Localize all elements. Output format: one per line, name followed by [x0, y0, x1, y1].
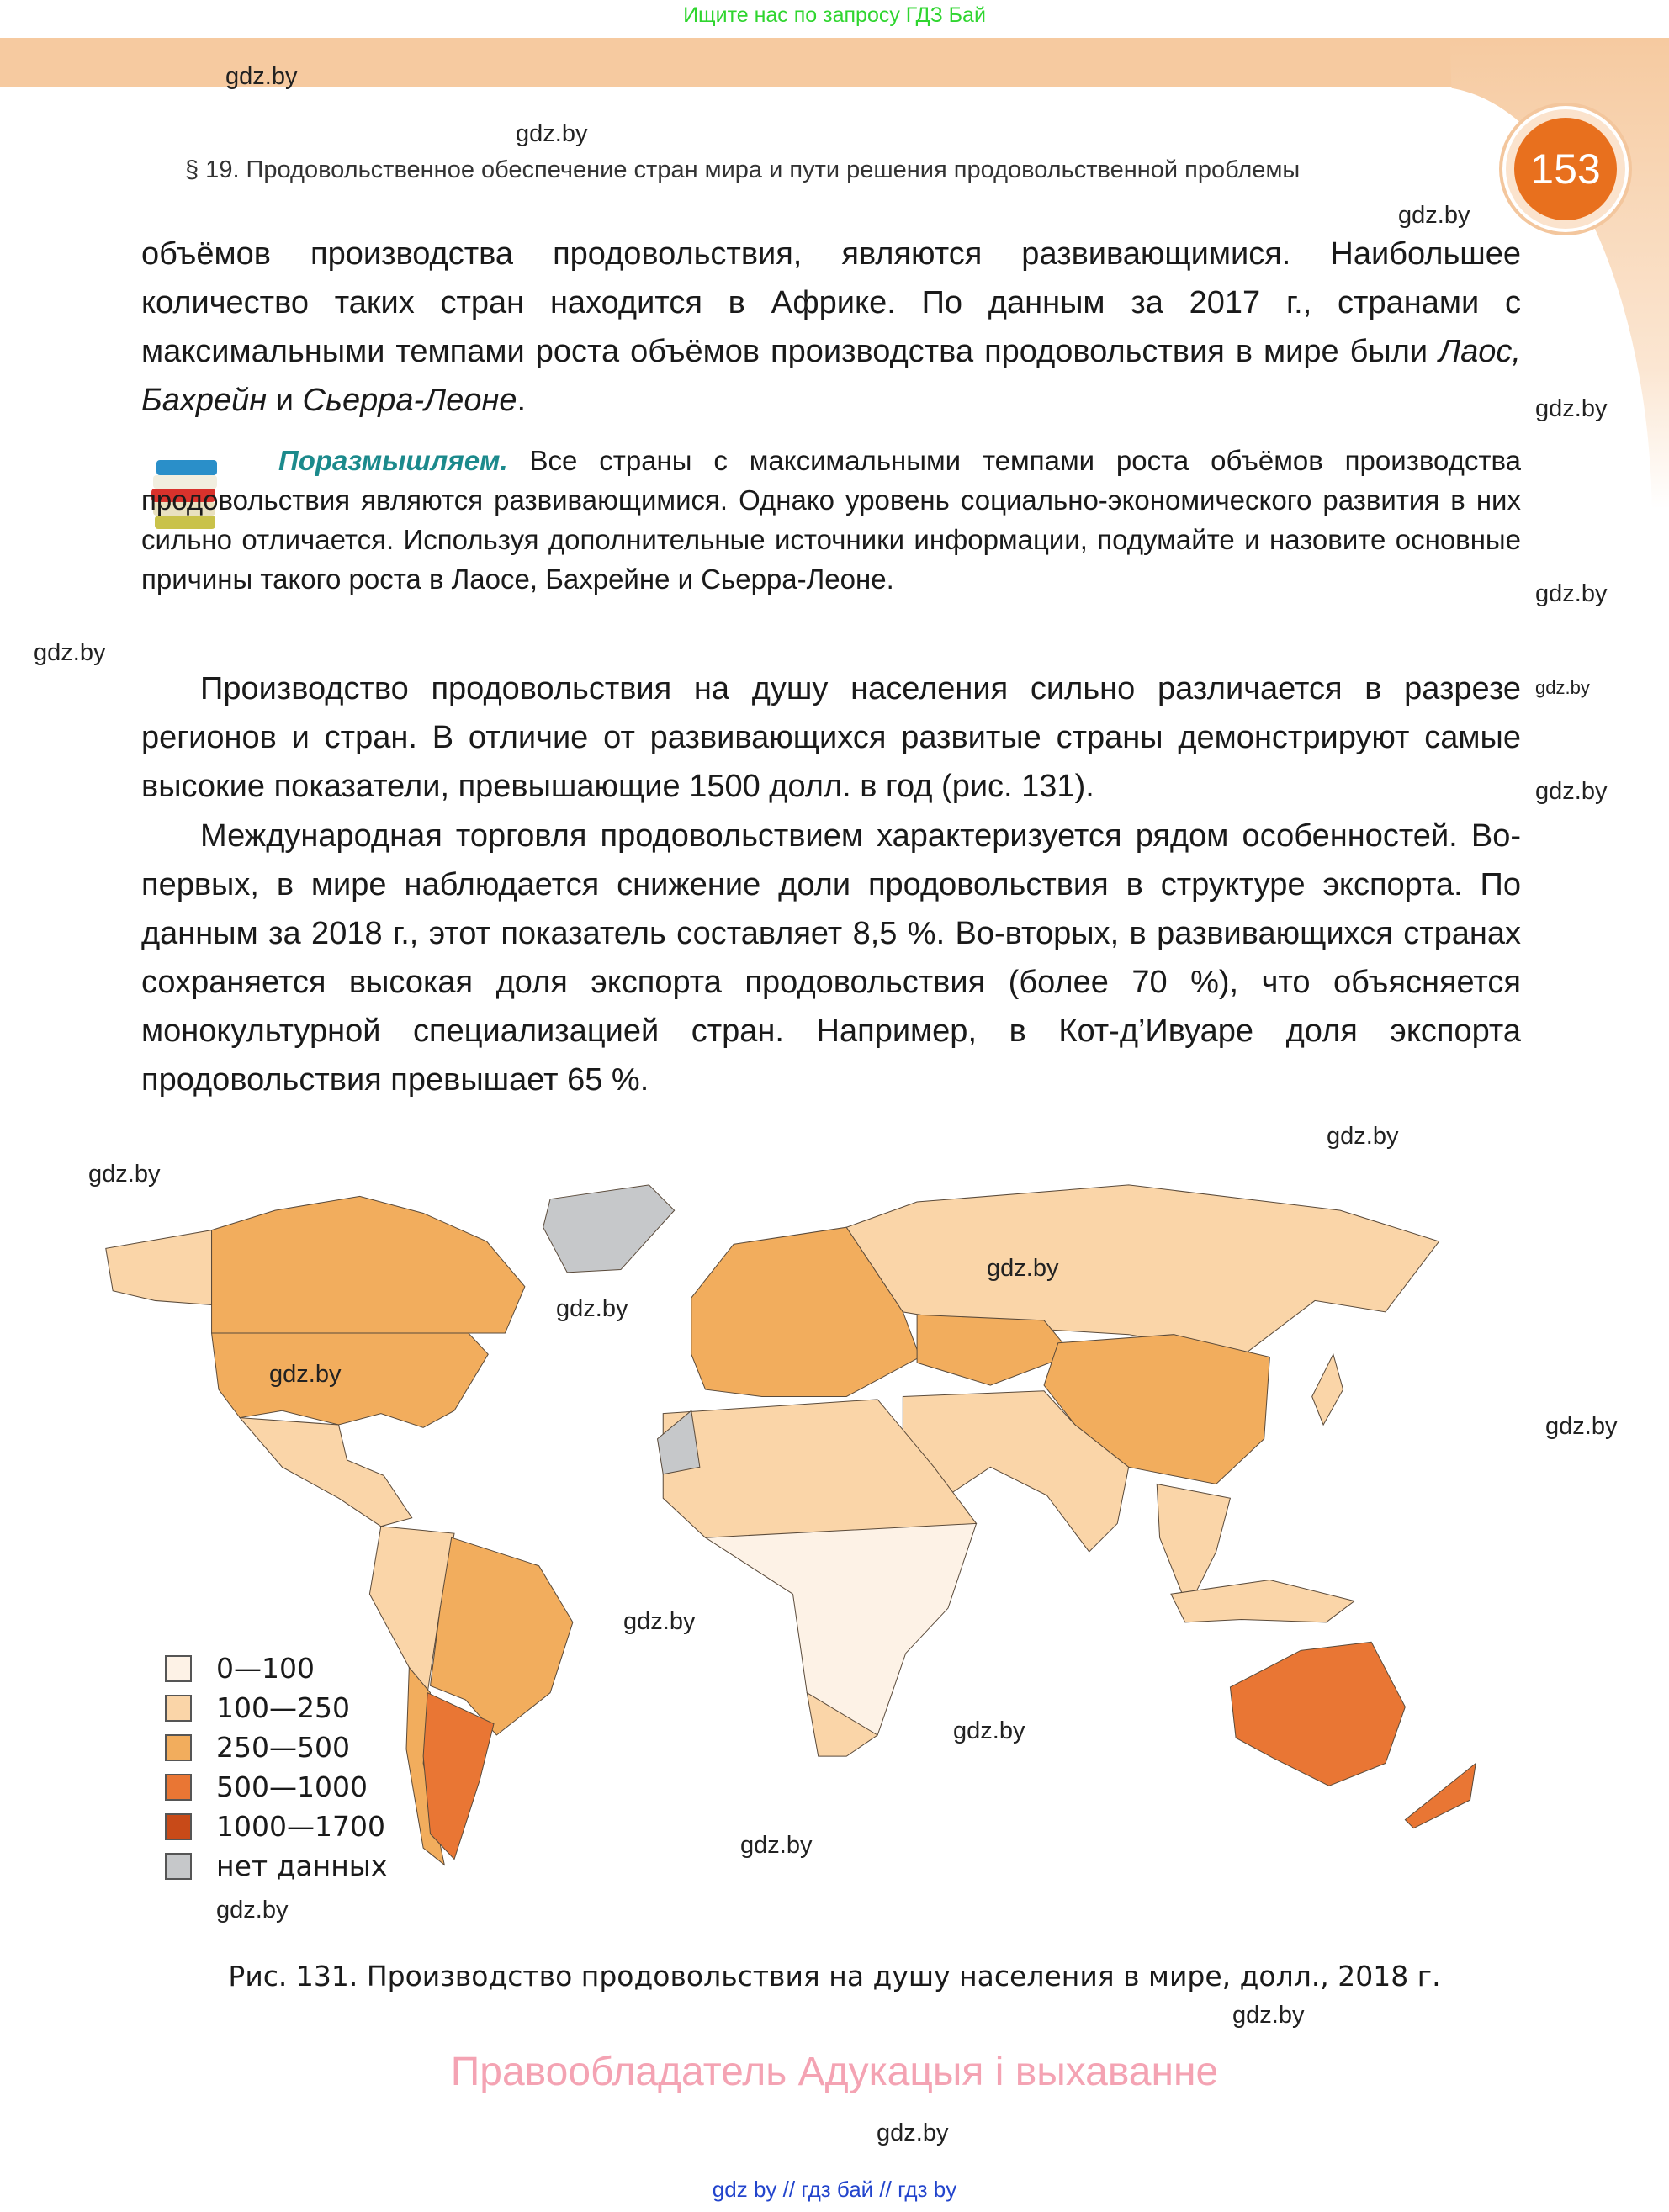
legend-item: 100—250	[165, 1688, 387, 1728]
region-china	[1043, 1334, 1270, 1485]
watermark: gdz.by	[269, 1361, 342, 1388]
region-usa	[210, 1332, 489, 1428]
watermark: gdz.by	[1232, 2002, 1305, 2029]
paragraph-1-text: объёмов производства продовольствия, явл…	[141, 236, 1521, 369]
watermark: gdz.by	[1535, 778, 1608, 805]
region-argentina	[422, 1691, 495, 1860]
section-header: § 19. Продовольственное обеспечение стра…	[185, 156, 1301, 183]
watermark: gdz.by	[1545, 1413, 1618, 1440]
paragraph-1-mid: и	[267, 383, 303, 418]
legend-swatch	[165, 1852, 192, 1880]
watermark: gdz.by	[1398, 202, 1470, 229]
legend-label: нет данных	[216, 1850, 388, 1882]
paragraph-2: Производство продовольствия на душу насе…	[141, 671, 1521, 804]
region-alaska	[105, 1229, 213, 1306]
watermark: gdz.by	[225, 63, 298, 90]
region-central-asia	[916, 1314, 1073, 1386]
copyright-notice: Правообладатель Адукацыя і выхаванне	[450, 2050, 1219, 2094]
legend-swatch	[165, 1654, 192, 1682]
header-band	[0, 38, 1669, 87]
watermark: gdz.by	[516, 120, 588, 147]
legend-label: 0—100	[216, 1652, 315, 1685]
paragraph-1-italic-2: Сьерра-Леоне	[302, 383, 517, 418]
legend-item: 250—500	[165, 1728, 387, 1767]
legend-swatch	[165, 1694, 192, 1722]
region-greenland	[543, 1184, 676, 1273]
region-mexico-central-america	[238, 1417, 413, 1527]
region-canada	[211, 1195, 526, 1334]
page-number: 153	[1514, 118, 1617, 220]
watermark: gdz.by	[740, 1832, 813, 1859]
search-hint: Ищите нас по запросу ГДЗ Бай	[683, 3, 986, 27]
paragraph-1: объёмов производства продовольствия, явл…	[141, 230, 1521, 425]
region-indonesia	[1170, 1579, 1356, 1623]
watermark: gdz.by	[987, 1255, 1059, 1282]
legend-label: 500—1000	[216, 1770, 368, 1803]
think-box: Поразмышляем. Все страны с максимальными…	[141, 441, 1521, 599]
books-icon	[151, 460, 217, 529]
watermark: gdz.by	[216, 1897, 289, 1924]
paragraph-1-end: .	[517, 383, 527, 418]
paragraph-3: Международная торговля продовольствием х…	[141, 818, 1521, 1098]
bottom-links[interactable]: gdz by // гдз бай // гдз by	[712, 2177, 957, 2202]
legend-item: 1000—1700	[165, 1807, 387, 1846]
region-japan	[1311, 1352, 1344, 1426]
legend-label: 100—250	[216, 1691, 350, 1724]
watermark: gdz.by	[877, 2119, 949, 2146]
watermark: gdz.by	[556, 1295, 628, 1322]
watermark: gdz.by	[88, 1161, 161, 1188]
region-chile	[405, 1666, 446, 1866]
figure-caption: Рис. 131. Производство продовольствия на…	[228, 1960, 1441, 1992]
legend-label: 1000—1700	[216, 1810, 385, 1843]
legend-swatch	[165, 1812, 192, 1840]
region-southeast-asia	[1156, 1483, 1232, 1610]
legend-item: нет данных	[165, 1846, 387, 1886]
region-europe	[691, 1226, 921, 1397]
legend-swatch	[165, 1773, 192, 1801]
watermark: gdz.by	[1535, 580, 1608, 607]
region-australia	[1229, 1641, 1406, 1786]
watermark: gdz.by	[623, 1608, 696, 1635]
watermark: gdz.by	[1535, 677, 1590, 698]
watermark: gdz.by	[1535, 395, 1608, 422]
map-legend: 0—100 100—250 250—500 500—1000 1000—1700…	[165, 1648, 387, 1886]
watermark: gdz.by	[953, 1717, 1025, 1744]
paragraph-1-italic: Лаос, Бахрейн	[141, 334, 1521, 418]
legend-swatch	[165, 1733, 192, 1761]
region-southern-africa	[806, 1691, 879, 1757]
region-brazil	[429, 1537, 574, 1736]
think-lead: Поразмышляем.	[278, 445, 508, 476]
legend-label: 250—500	[216, 1731, 350, 1764]
watermark: gdz.by	[1327, 1123, 1399, 1150]
region-western-sahara	[656, 1410, 701, 1475]
region-new-zealand	[1404, 1762, 1476, 1829]
legend-item: 500—1000	[165, 1767, 387, 1807]
watermark: gdz.by	[34, 639, 106, 666]
legend-item: 0—100	[165, 1648, 387, 1688]
think-text: Все страны с максимальными темпами роста…	[141, 445, 1521, 595]
